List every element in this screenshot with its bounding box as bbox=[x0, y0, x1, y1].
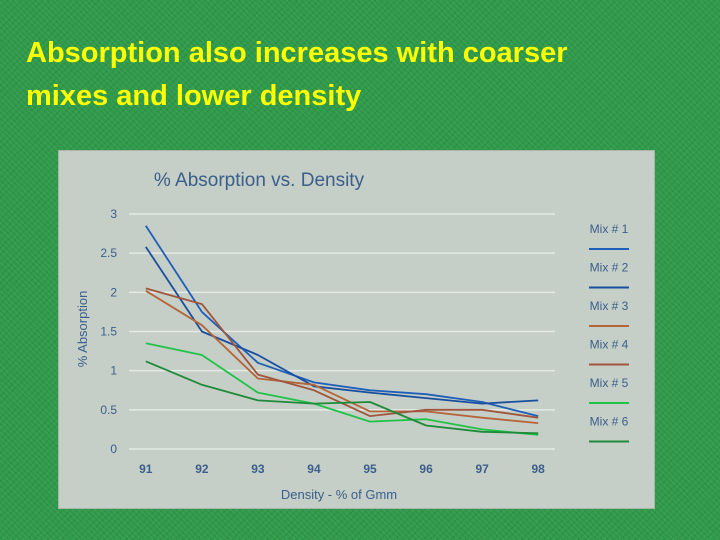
x-tick-label: 96 bbox=[419, 462, 433, 476]
y-tick-label: 0 bbox=[110, 442, 117, 456]
legend-label-mix-6: Mix # 6 bbox=[590, 415, 629, 429]
series-line-mix-5 bbox=[145, 342, 539, 436]
chart-panel: % Absorption vs. Density % Absorption De… bbox=[58, 150, 655, 509]
x-tick-label: 92 bbox=[195, 462, 209, 476]
x-tick-label: 94 bbox=[307, 462, 321, 476]
series-layer bbox=[145, 225, 539, 436]
y-tick-label: 2.5 bbox=[100, 246, 117, 260]
y-tick-label: 1.5 bbox=[100, 325, 117, 339]
legend-label-mix-1: Mix # 1 bbox=[590, 222, 629, 236]
series-line-mix-3 bbox=[145, 290, 539, 424]
series-line-mix-2 bbox=[145, 246, 539, 405]
legend-label-mix-4: Mix # 4 bbox=[590, 338, 629, 352]
y-tick-label: 1 bbox=[110, 364, 117, 378]
x-tick-label: 98 bbox=[532, 462, 546, 476]
x-tick-label: 95 bbox=[363, 462, 377, 476]
y-tick-label: 2 bbox=[110, 285, 117, 299]
slide-title: Absorption also increases with coarser m… bbox=[26, 32, 706, 118]
slide-title-line-1: Absorption also increases with coarser bbox=[26, 37, 568, 69]
legend: Mix # 1 Mix # 2 Mix # 3 Mix # 4 Mix # 5 Mix #… bbox=[589, 222, 629, 443]
series-line-mix-1 bbox=[145, 225, 539, 417]
x-tick-label: 91 bbox=[139, 462, 153, 476]
absorption-density-chart: % Absorption vs. Density % Absorption De… bbox=[75, 170, 629, 502]
x-axis-label: Density - % of Gmm bbox=[281, 487, 397, 502]
series-line-mix-6 bbox=[145, 360, 539, 435]
y-tick-label: 3 bbox=[110, 207, 117, 221]
y-tick-label: 0.5 bbox=[100, 403, 117, 417]
legend-label-mix-2: Mix # 2 bbox=[590, 261, 629, 275]
y-tick-labels: 0 0.5 1 1.5 2 2.5 3 bbox=[100, 207, 117, 456]
grid-layer bbox=[129, 213, 555, 450]
slide-title-line-2: mixes and lower density bbox=[26, 80, 362, 112]
x-tick-label: 97 bbox=[475, 462, 489, 476]
chart-title: % Absorption vs. Density bbox=[154, 170, 365, 191]
x-tick-labels: 91 92 93 94 95 96 97 98 bbox=[139, 462, 545, 476]
x-tick-label: 93 bbox=[251, 462, 265, 476]
legend-label-mix-3: Mix # 3 bbox=[590, 299, 629, 313]
legend-label-mix-5: Mix # 5 bbox=[590, 376, 629, 390]
y-axis-label: % Absorption bbox=[75, 291, 90, 368]
